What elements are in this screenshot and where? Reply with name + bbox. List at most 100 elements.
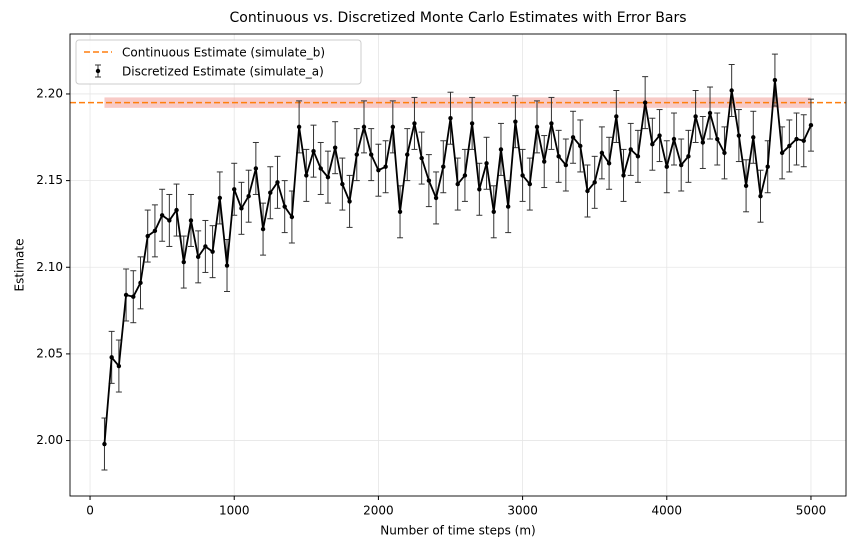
chart-title: Continuous vs. Discretized Monte Carlo E… [229,10,686,26]
data-point [729,88,734,93]
x-axis-label: Number of time steps (m) [380,524,535,538]
data-point [426,178,432,183]
y-tick-label: 2.20 [36,86,63,100]
data-point [246,194,251,199]
data-point [671,136,677,142]
y-axis-label: Estimate [13,238,27,291]
data-point [513,119,518,124]
data-point [390,124,396,130]
data-point [347,199,352,204]
data-point [715,136,720,142]
legend-swatch [95,68,101,74]
data-point [642,100,648,105]
data-point [239,206,244,211]
data-point [232,187,237,192]
data-point [195,254,201,260]
data-point [419,155,424,161]
x-tick-label: 4000 [652,504,683,518]
data-point [779,150,785,156]
data-point [462,173,468,178]
data-point [282,204,287,209]
plot-frame [69,33,847,497]
x-tick-label: 2000 [363,504,394,518]
data-point [570,135,576,140]
data-point [707,110,713,116]
legend-box [75,39,362,85]
data-point [578,143,583,149]
data-point [549,121,554,126]
data-point [217,195,223,201]
data-point [599,150,605,156]
x-tick-label: 1000 [219,504,250,518]
data-point [210,249,215,254]
data-point [693,114,698,119]
data-point [614,114,619,119]
x-tick-label: 3000 [507,504,538,518]
data-point [455,181,460,187]
data-point [131,294,136,299]
data-point [801,138,806,143]
y-tick-label: 2.05 [36,346,63,360]
data-point [448,116,453,121]
data-point [145,233,150,239]
legend-label: Continuous Estimate (simulate_b) [122,46,325,60]
data-point [318,166,323,171]
data-point [102,441,107,447]
data-point [311,148,316,154]
data-point [469,121,475,126]
data-point [304,173,309,178]
data-point [361,124,367,130]
data-point [174,207,179,213]
data-point [138,280,143,286]
data-point [491,209,496,214]
data-point [397,209,403,214]
data-point [751,135,756,140]
data-point [772,77,778,83]
data-point [332,145,338,150]
data-point [433,195,439,201]
data-point [224,263,230,268]
data-point [441,164,446,169]
series-line [103,80,812,445]
data-point [203,244,208,249]
data-point [736,133,742,138]
data-point [650,142,655,147]
data-point [340,181,345,187]
data-point [621,173,626,178]
data-point [412,121,417,126]
data-point [188,218,194,223]
data-point [678,162,684,168]
data-point [556,154,561,159]
data-point [527,181,533,187]
data-point [325,174,331,180]
data-point [159,213,165,218]
data-point [275,180,280,185]
data-point [700,140,706,145]
data-point [743,183,749,189]
x-tick-label: 5000 [796,504,827,518]
data-point [498,147,504,152]
data-point [253,166,259,171]
data-point [152,228,158,234]
data-point [585,188,590,194]
data-point [628,147,633,152]
data-point [758,194,763,199]
y-tick-label: 2.10 [36,260,63,274]
data-point [484,161,489,166]
data-point [787,143,792,149]
data-point [369,152,374,157]
data-point [354,152,359,157]
data-point [520,173,525,178]
x-tick-label: 0 [86,504,94,518]
data-point [606,161,612,166]
y-tick-label: 2.15 [36,173,63,187]
data-point [722,150,727,156]
data-point [635,154,641,159]
data-point [534,124,540,130]
data-point [664,164,669,169]
data-point [563,162,569,168]
y-tick-label: 2.00 [36,433,63,447]
data-point [383,164,388,169]
data-point [477,187,482,192]
data-point [505,204,511,209]
